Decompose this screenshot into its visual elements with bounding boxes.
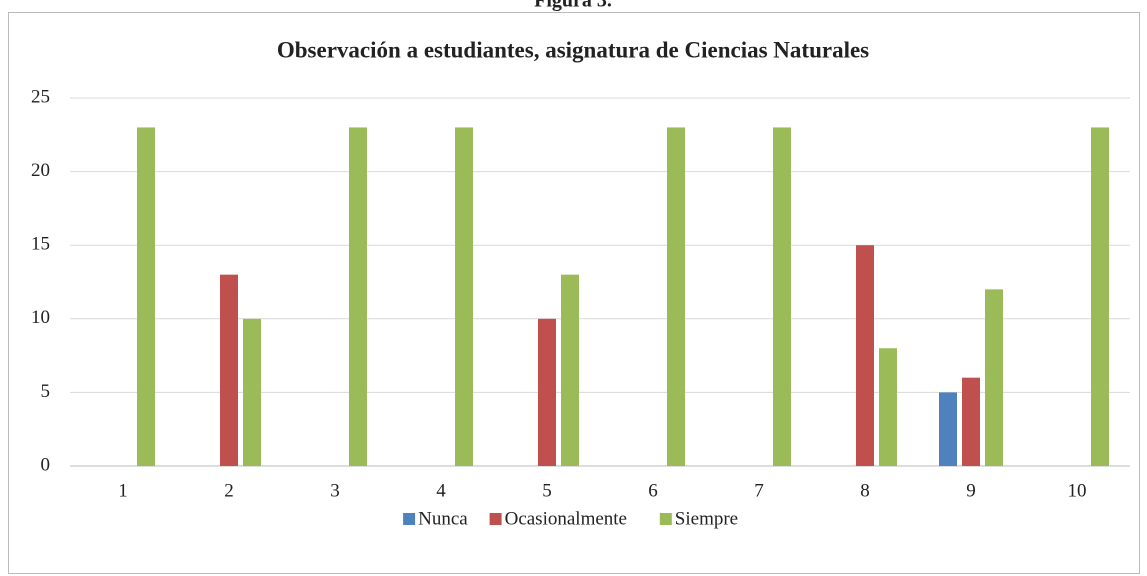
bar <box>962 377 980 466</box>
bar <box>455 127 473 466</box>
x-tick-label: 10 <box>1068 480 1087 501</box>
bar <box>220 274 238 466</box>
y-tick-label: 10 <box>31 307 50 328</box>
legend-swatch <box>403 513 416 525</box>
bar <box>773 127 791 466</box>
y-tick-label: 15 <box>31 234 50 255</box>
legend-label: Nunca <box>418 508 468 529</box>
legend-swatch <box>659 513 672 525</box>
x-tick-label: 7 <box>754 480 764 501</box>
bar <box>667 127 685 466</box>
bar <box>879 348 897 466</box>
bar <box>939 392 957 466</box>
figure-caption: Figura 3. <box>534 0 612 12</box>
bar <box>243 318 261 466</box>
x-tick-label: 8 <box>860 480 870 501</box>
y-tick-label: 0 <box>41 454 51 475</box>
bar <box>856 245 874 466</box>
bar <box>137 127 155 466</box>
x-tick-label: 5 <box>542 480 552 501</box>
x-tick-label: 6 <box>648 480 658 501</box>
x-tick-label: 3 <box>330 480 340 501</box>
x-tick-label: 1 <box>118 480 128 501</box>
y-tick-label: 5 <box>41 381 51 402</box>
bar <box>985 289 1003 466</box>
y-tick-label: 20 <box>31 160 50 181</box>
legend-label: Siempre <box>675 508 738 529</box>
legend-swatch <box>489 513 502 525</box>
x-tick-label: 9 <box>966 480 976 501</box>
x-tick-label: 4 <box>436 480 446 501</box>
chart-title: Observación a estudiantes, asignatura de… <box>277 37 869 62</box>
x-tick-label: 2 <box>224 480 234 501</box>
bar <box>349 127 367 466</box>
bar <box>538 318 556 466</box>
bar <box>1091 127 1109 466</box>
bar <box>561 274 579 466</box>
y-tick-label: 25 <box>31 86 50 107</box>
legend-label: Ocasionalmente <box>505 508 627 529</box>
